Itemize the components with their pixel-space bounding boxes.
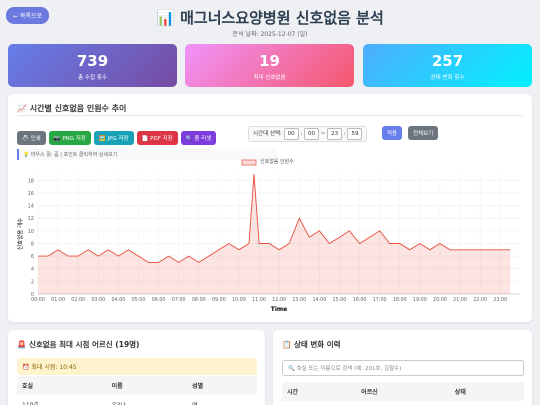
- cell: 110호: [17, 395, 107, 405]
- end-hour[interactable]: 23: [327, 128, 343, 140]
- x-tick-label: 14:00: [312, 297, 326, 303]
- png-button[interactable]: 📷 PNG 저장: [48, 131, 91, 145]
- panel-title: 📋 상태 변화 이력: [282, 340, 341, 349]
- area: [38, 174, 511, 294]
- x-tick-label: 22:00: [473, 297, 487, 303]
- line: [38, 173, 511, 263]
- x-tick-label: 12:00: [272, 297, 286, 303]
- x-tick-label: 16:00: [353, 297, 367, 303]
- x-tick-label: 11:00: [252, 297, 266, 303]
- x-tick-label: 21:00: [453, 297, 467, 303]
- chart-panel: 📈 시간별 신호없음 인원수 추이 🖨️ 인쇄 📷 PNG 저장 🖼️ JPG 저장…: [8, 94, 532, 322]
- range-sep: ~: [320, 131, 326, 137]
- legend-swatch: [241, 159, 257, 166]
- y-tick-label: 6: [31, 254, 34, 260]
- x-tick-label: 17:00: [373, 297, 387, 303]
- y-tick-label: 10: [28, 229, 34, 235]
- x-tick-label: 06:00: [152, 297, 166, 303]
- table-header: 시간: [282, 382, 357, 401]
- x-tick-label: 09:00: [212, 297, 226, 303]
- x-axis-label: Time: [271, 306, 287, 313]
- range-box: 시간대 선택: 00 : 00 ~ 23 : 59: [248, 126, 368, 142]
- x-tick-label: 15:00: [333, 297, 347, 303]
- table-header: 상태: [449, 382, 524, 401]
- pdf-button[interactable]: 📄 PDF 저장: [136, 131, 178, 145]
- x-tick-label: 10:00: [232, 297, 246, 303]
- hint: 💡 마우스 휠: 줌 | 포인트 클릭하여 상세보기: [17, 149, 277, 160]
- stat-value: 739: [76, 52, 109, 70]
- print-button[interactable]: 🖨️ 인쇄: [17, 131, 46, 145]
- reset-button[interactable]: 전체보기: [408, 126, 439, 140]
- x-tick-label: 08:00: [192, 297, 206, 303]
- toolbar: 🖨️ 인쇄 📷 PNG 저장 🖼️ JPG 저장 📄 PDF 저장 🔍 줌 리셋: [17, 125, 219, 145]
- table-header: 호실: [17, 376, 107, 395]
- x-tick-label: 19:00: [413, 297, 427, 303]
- x-tick-label: 20:00: [433, 297, 447, 303]
- start-hour[interactable]: 00: [283, 128, 299, 140]
- cell: 유?나: [107, 395, 187, 405]
- table-header: 이름: [106, 376, 188, 395]
- legend-label: 신호없음 인원수: [260, 158, 294, 165]
- stat-card: 257 상태 변화 횟수: [363, 44, 532, 87]
- end-minute[interactable]: 59: [347, 128, 363, 140]
- panel-title: 🚨 신호없음 최대 시점 어르신 (19명): [17, 340, 140, 349]
- apply-button[interactable]: 적용: [382, 126, 403, 140]
- y-axis-label: 신호없음 개수: [16, 218, 24, 250]
- max-time: ⏰ 최대 시점: 10:45: [17, 358, 257, 375]
- x-tick-label: 00:00: [31, 297, 45, 303]
- x-tick-label: 02:00: [71, 297, 85, 303]
- y-tick-label: 0: [31, 292, 34, 298]
- table-header: 어르신: [356, 382, 450, 401]
- history-panel: 📋 상태 변화 이력 🔍 호실 또는 이름으로 검색 (예: 201호, 김철수…: [273, 330, 532, 405]
- y-tick-label: 12: [28, 216, 34, 222]
- y-tick-label: 2: [31, 279, 34, 285]
- y-tick-label: 14: [28, 204, 34, 210]
- stat-value: 257: [431, 52, 464, 70]
- chart: 0 2 4 6 8 10 12 14 16 18 00:00 01:00 02:00 03:00 04:00…: [16, 158, 520, 313]
- back-button[interactable]: ← 목록으로: [6, 7, 50, 24]
- stat-card: 19 최대 신호없음: [185, 44, 354, 87]
- stat-label: 상태 변화 횟수: [430, 75, 465, 81]
- x-tick-label: 05:00: [132, 297, 146, 303]
- table-header: 성별: [187, 376, 257, 395]
- search-input[interactable]: 🔍 호실 또는 이름으로 검색 (예: 201호, 김철수): [282, 360, 524, 376]
- date: 분석 날짜: 2025-12-07 (일): [232, 31, 308, 38]
- x-tick-label: 07:00: [172, 297, 186, 303]
- y-tick-label: 4: [31, 267, 34, 273]
- x-tick-label: 23:00: [493, 297, 507, 303]
- stat-value: 19: [259, 52, 280, 70]
- cell: 여: [187, 395, 257, 405]
- max-panel: 🚨 신호없음 최대 시점 어르신 (19명) ⏰ 최대 시점: 10:45 호실…: [8, 330, 265, 405]
- x-tick-label: 18:00: [393, 297, 407, 303]
- y-tick-label: 16: [28, 191, 34, 197]
- x-tick-label: 03:00: [91, 297, 105, 303]
- range-label: 시간대 선택:: [253, 131, 282, 137]
- zoom-reset-button[interactable]: 🔍 줌 리셋: [180, 131, 217, 145]
- stat-label: 총 수집 횟수: [78, 75, 107, 81]
- x-tick-label: 04:00: [111, 297, 125, 303]
- page-title: 📊 매그너스요양병원 신호없음 분석: [156, 9, 384, 27]
- x-tick-label: 13:00: [292, 297, 306, 303]
- y-tick-label: 8: [31, 241, 34, 247]
- x-tick-label: 01:00: [51, 297, 65, 303]
- stat-label: 최대 신호없음: [253, 75, 286, 81]
- divider: [17, 110, 523, 116]
- jpg-button[interactable]: 🖼️ JPG 저장: [93, 131, 134, 145]
- y-tick-label: 18: [28, 178, 34, 184]
- start-minute[interactable]: 00: [304, 128, 320, 140]
- stat-card: 739 총 수집 횟수: [8, 44, 177, 87]
- section-title: 📈 시간별 신호없음 인원수 추이: [17, 104, 127, 113]
- history-table: 시간 어르신 상태: [282, 382, 524, 401]
